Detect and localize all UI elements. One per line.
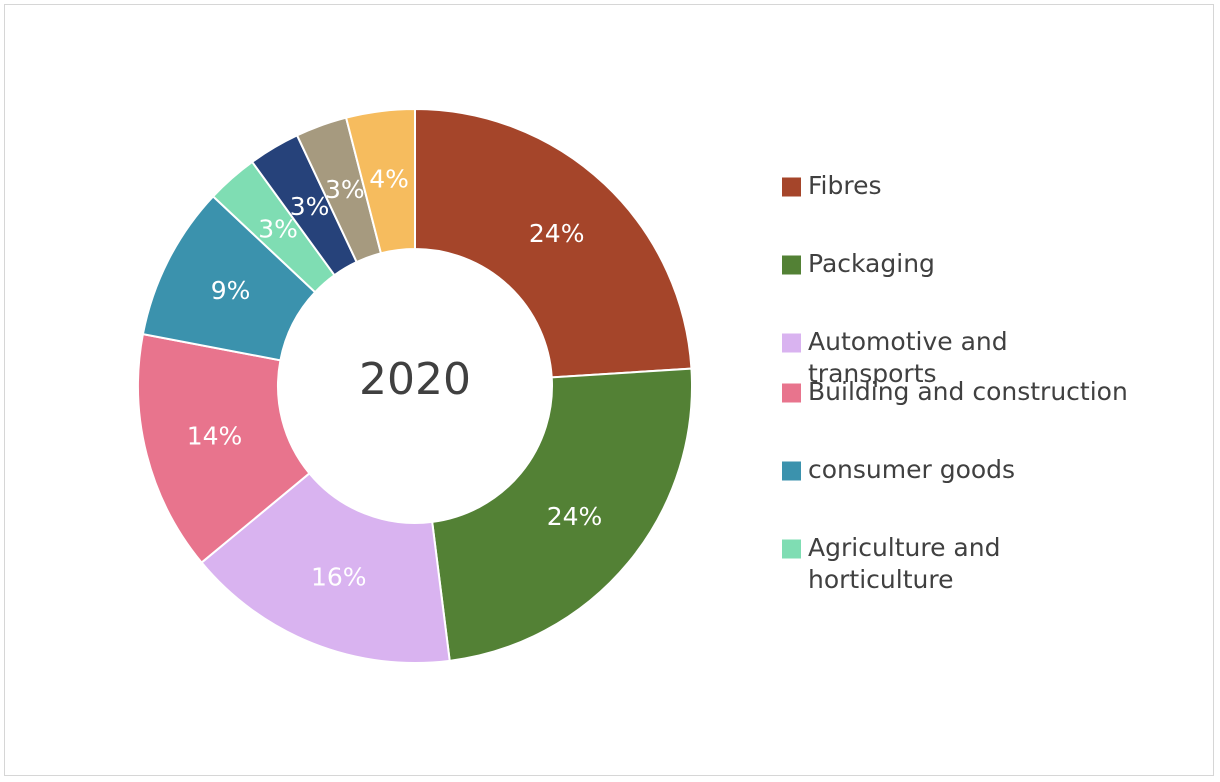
legend-swatch-5: [782, 539, 801, 559]
center-label: 2020: [359, 354, 471, 405]
legend-label-5-line-0: Agriculture and: [808, 533, 1000, 562]
slices-group: [137, 107, 693, 664]
legend-swatch-0: [782, 177, 801, 197]
slice-label-3: 14%: [187, 421, 243, 450]
slice-1: [431, 367, 693, 662]
legend-label-1: Packaging: [808, 249, 935, 278]
legend-label-3: Building and construction: [808, 377, 1128, 406]
legend-swatch-1: [782, 255, 801, 275]
slice-label-5: 3%: [258, 215, 298, 244]
legend-swatch-3: [782, 383, 801, 403]
legend-swatch-4: [782, 461, 801, 481]
legend: Fibres Packaging Automotive and transportsB…: [782, 171, 1128, 594]
slice-label-7: 3%: [325, 175, 365, 204]
legend-label-4: consumer goods: [808, 455, 1015, 484]
slice-2: [200, 471, 451, 664]
slice-0: [414, 107, 693, 379]
legend-label-5-line-1: horticulture: [808, 565, 953, 594]
slice-label-2: 16%: [311, 562, 367, 591]
slice-label-1: 24%: [547, 502, 603, 531]
legend-label-2-line-0: Automotive and: [808, 327, 1008, 356]
slice-label-6: 3%: [290, 192, 330, 221]
slice-label-0: 24%: [529, 219, 585, 248]
legend-swatch-2: [782, 333, 801, 353]
legend-label-0: Fibres: [808, 171, 882, 200]
chart-frame: 24% 24% 16% 14% 9% 3% 3% 3% 4% 2020 Fibres Packag…: [4, 4, 1214, 776]
slice-3: [137, 332, 311, 564]
slice-labels-group: 24%24%16%14%9%3%3%3% 4%: [187, 165, 603, 592]
slice-8: [344, 107, 416, 255]
slice-label-4: 9%: [211, 276, 251, 305]
doughnut-chart: 24%24%16%14%9%3%3%3% 4% 2020 FibresPackag…: [137, 107, 1128, 664]
legend-label-2-line-1: transports: [808, 359, 937, 388]
slice-label-8: 4%: [369, 165, 409, 194]
